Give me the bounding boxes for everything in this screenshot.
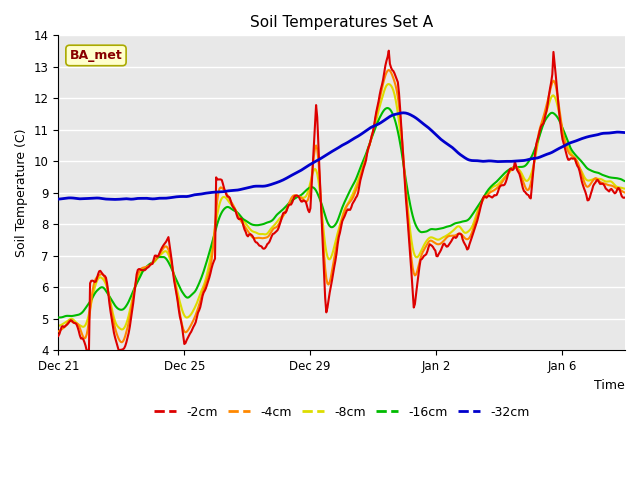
X-axis label: Time: Time [595,379,625,392]
Y-axis label: Soil Temperature (C): Soil Temperature (C) [15,129,28,257]
Legend: -2cm, -4cm, -8cm, -16cm, -32cm: -2cm, -4cm, -8cm, -16cm, -32cm [148,401,534,424]
Title: Soil Temperatures Set A: Soil Temperatures Set A [250,15,433,30]
Text: BA_met: BA_met [70,49,122,62]
